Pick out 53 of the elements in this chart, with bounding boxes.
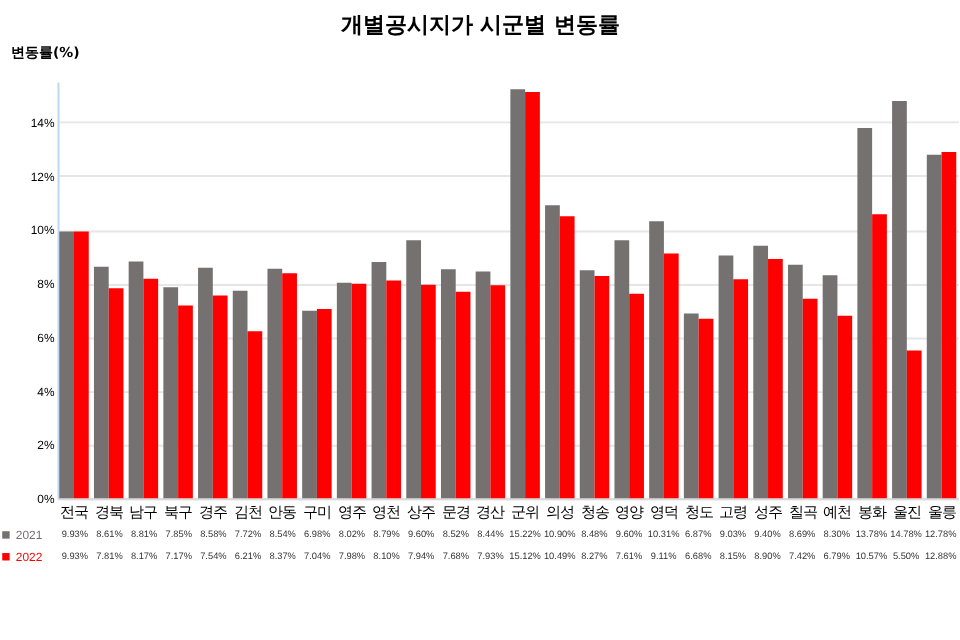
bar (74, 231, 89, 499)
bar (857, 127, 873, 499)
bar (614, 240, 630, 499)
bar (440, 269, 456, 499)
bar (267, 268, 283, 499)
bar (421, 284, 436, 499)
bar (545, 205, 560, 499)
bar (649, 221, 664, 499)
bar (663, 253, 679, 499)
bar (753, 245, 769, 499)
bar (837, 315, 853, 499)
bar (559, 216, 575, 499)
bar (108, 288, 124, 499)
bar (822, 275, 838, 499)
bar (212, 295, 228, 499)
bar (406, 240, 422, 499)
bar (594, 276, 610, 499)
bar (302, 310, 317, 499)
bar (247, 331, 263, 499)
bar (802, 298, 818, 499)
bar (316, 309, 332, 499)
bar (718, 255, 734, 499)
bar (787, 264, 803, 499)
bar (768, 259, 783, 499)
bar (733, 279, 749, 499)
bar (941, 152, 957, 499)
bar (579, 270, 595, 499)
bar (143, 278, 159, 499)
bar (351, 283, 367, 499)
bar (59, 231, 74, 499)
bar (282, 273, 297, 499)
bar (698, 318, 714, 499)
bar (198, 267, 213, 499)
bar (455, 291, 471, 499)
bar (629, 293, 644, 499)
bar (510, 89, 526, 499)
bar (475, 271, 491, 499)
chart-title: 개별공시지가 시군별 변동률 (340, 12, 620, 39)
bar (163, 287, 179, 499)
bar (93, 266, 109, 499)
bar (386, 280, 402, 499)
bar (892, 101, 907, 499)
bar (525, 91, 540, 499)
bar (872, 214, 887, 499)
bar (336, 282, 352, 499)
bar (371, 262, 387, 499)
bar (232, 290, 248, 499)
bar (178, 305, 193, 499)
bar (926, 154, 942, 499)
bar (490, 285, 506, 499)
bar (906, 350, 922, 499)
bar (683, 313, 699, 499)
bar (128, 261, 144, 499)
